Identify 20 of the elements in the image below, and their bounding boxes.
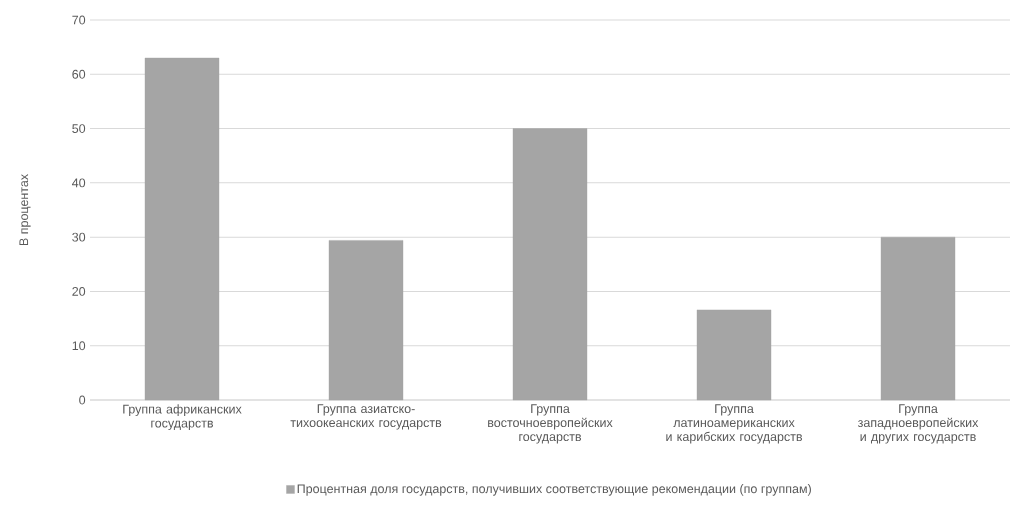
bar [880,236,956,401]
y-tick-label: 50 [72,124,86,133]
y-axis-title: В процентах [19,174,31,246]
y-tick-label: 20 [72,287,86,296]
x-tick-label: Группа латиноамериканских и карибских государств [666,404,803,444]
bar [696,309,772,401]
x-tick-label: Группа азиатско-тихоокеанских государств [290,404,442,430]
y-tick-label: 30 [72,232,86,242]
bar [144,57,220,401]
y-tick-label: 70 [72,15,86,25]
y-tick-label: 0 [79,395,86,405]
x-tick-label: Группа африканских государств [123,404,242,431]
y-tick-label: 10 [72,341,86,351]
x-tick-label: Группа восточноевропейских государств [488,404,613,444]
x-tick-label: Группа западноевропейских и других государств [857,404,979,444]
y-tick-label: 40 [72,178,86,188]
y-tick-label: 60 [72,69,86,79]
bar [512,128,588,401]
bar [328,240,404,401]
legend-label: Процентная доля государств, получивших соответствующие рекомендации (по группам) [297,483,811,496]
